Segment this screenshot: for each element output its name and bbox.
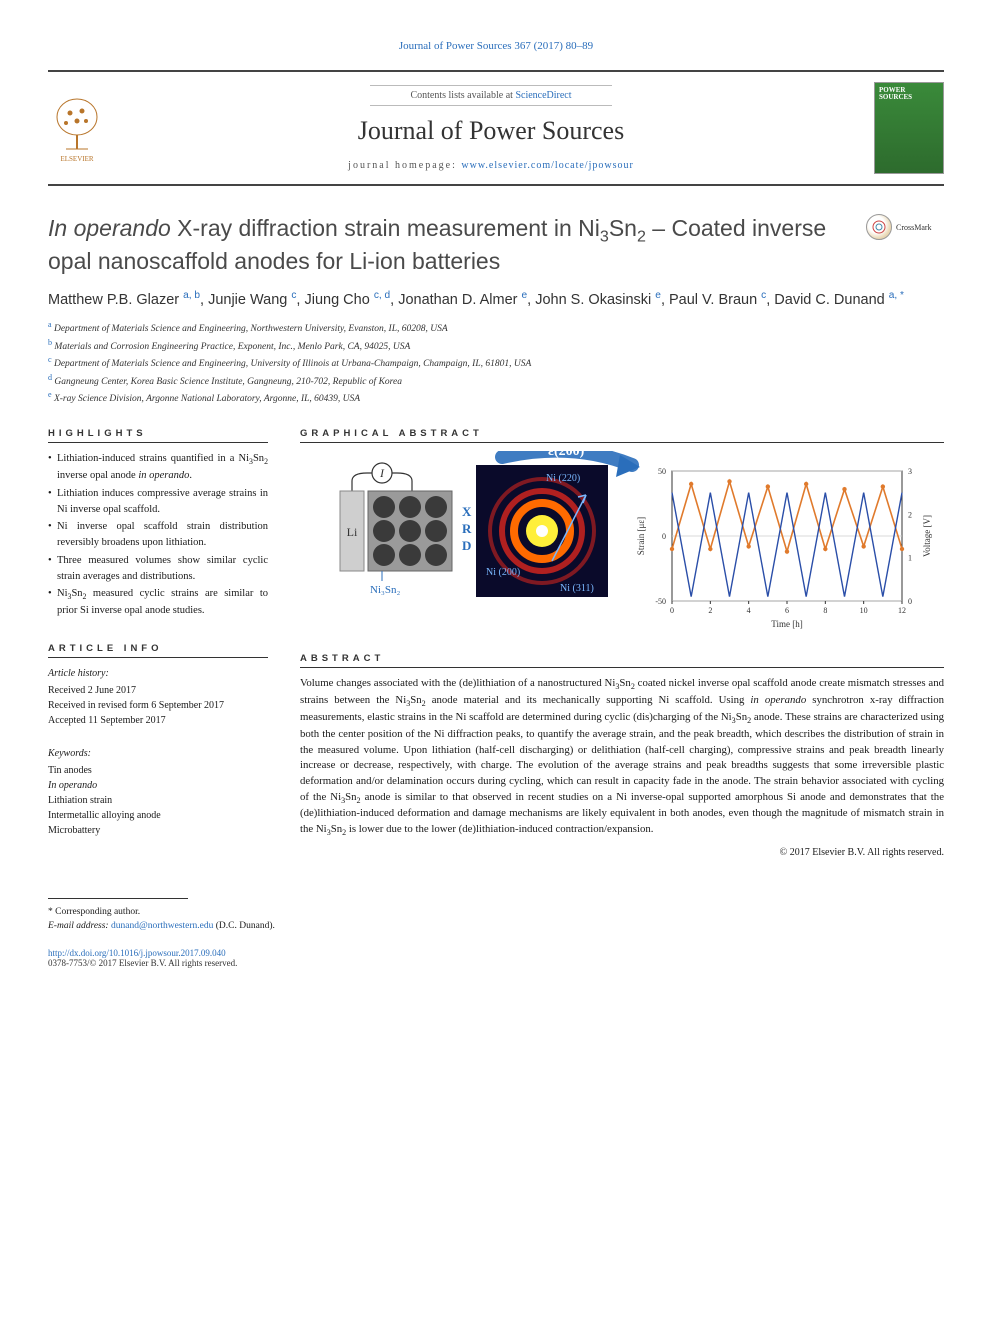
journal-header: ELSEVIER Contents lists available at Sci…: [48, 70, 944, 186]
affiliation-item: a Department of Materials Science and En…: [48, 319, 944, 336]
svg-text:I: I: [379, 466, 385, 480]
svg-text:Time [h]: Time [h]: [771, 619, 802, 629]
abstract-text: Volume changes associated with the (de)l…: [300, 676, 944, 839]
keyword-item: Tin anodes: [48, 763, 268, 778]
svg-text:Ni (200): Ni (200): [486, 567, 520, 578]
elsevier-tree-icon: ELSEVIER: [48, 93, 106, 163]
keyword-item: Intermetallic alloying anode: [48, 808, 268, 823]
svg-text:Strain [με]: Strain [με]: [636, 517, 646, 555]
svg-text:6: 6: [785, 606, 789, 615]
svg-text:X: X: [462, 504, 472, 519]
graphical-abstract: I Li Ni₃Sn₂ XRD Ni (220) Ni (200) Ni (311) ε(20…: [300, 451, 944, 631]
highlight-item: Lithiation-induced strains quantified in…: [48, 451, 268, 484]
highlights-list: Lithiation-induced strains quantified in…: [48, 451, 268, 619]
svg-text:2: 2: [908, 511, 912, 520]
citation-line: Journal of Power Sources 367 (2017) 80–8…: [48, 40, 944, 52]
keyword-item: In operando: [48, 778, 268, 793]
authors: Matthew P.B. Glazer a, b, Junjie Wang c,…: [48, 289, 944, 311]
svg-text:2: 2: [708, 606, 712, 615]
journal-homepage: journal homepage: www.elsevier.com/locat…: [126, 160, 856, 171]
abstract-heading: ABSTRACT: [300, 653, 944, 668]
svg-text:-50: -50: [655, 597, 666, 606]
article-info: Article history: Received 2 June 2017 Re…: [48, 666, 268, 728]
svg-text:R: R: [462, 521, 472, 536]
svg-text:4: 4: [747, 606, 751, 615]
svg-text:12: 12: [898, 606, 906, 615]
journal-cover-thumb: POWER SOURCES: [874, 82, 944, 174]
journal-name: Journal of Power Sources: [126, 116, 856, 146]
elsevier-logo: ELSEVIER: [48, 93, 108, 163]
crossmark-badge[interactable]: CrossMark: [866, 214, 944, 240]
svg-text:0: 0: [908, 597, 912, 606]
copyright: © 2017 Elsevier B.V. All rights reserved…: [300, 847, 944, 858]
graphical-abstract-heading: GRAPHICAL ABSTRACT: [300, 428, 944, 443]
svg-text:3: 3: [908, 467, 912, 476]
svg-text:8: 8: [823, 606, 827, 615]
svg-text:ε(200): ε(200): [548, 451, 585, 459]
keyword-item: Microbattery: [48, 823, 268, 838]
doi-block: http://dx.doi.org/10.1016/j.jpowsour.201…: [48, 948, 944, 968]
homepage-link[interactable]: www.elsevier.com/locate/jpowsour: [461, 160, 633, 171]
affiliation-item: c Department of Materials Science and En…: [48, 354, 944, 371]
highlight-item: Ni3Sn2 measured cyclic strains are simil…: [48, 586, 268, 619]
highlight-item: Lithiation induces compressive average s…: [48, 486, 268, 518]
svg-text:Ni₃Sn₂: Ni₃Sn₂: [370, 584, 400, 596]
keyword-item: Lithiation strain: [48, 793, 268, 808]
affiliations: a Department of Materials Science and En…: [48, 319, 944, 406]
svg-text:D: D: [462, 538, 471, 553]
svg-text:0: 0: [670, 606, 674, 615]
article-info-heading: ARTICLE INFO: [48, 643, 268, 658]
affiliation-item: b Materials and Corrosion Engineering Pr…: [48, 337, 944, 354]
footnote-rule: [48, 898, 188, 899]
highlights-heading: HIGHLIGHTS: [48, 428, 268, 443]
svg-text:Ni (220): Ni (220): [546, 473, 580, 484]
svg-text:ELSEVIER: ELSEVIER: [60, 155, 93, 163]
sciencedirect-link[interactable]: ScienceDirect: [515, 90, 571, 101]
highlight-item: Ni inverse opal scaffold strain distribu…: [48, 519, 268, 551]
svg-text:50: 50: [658, 467, 666, 476]
doi-link[interactable]: http://dx.doi.org/10.1016/j.jpowsour.201…: [48, 948, 226, 958]
highlight-item: Three measured volumes show similar cycl…: [48, 553, 268, 585]
affiliation-item: e X-ray Science Division, Argonne Nation…: [48, 389, 944, 406]
contents-available: Contents lists available at ScienceDirec…: [370, 85, 611, 106]
svg-text:Ni (311): Ni (311): [560, 583, 594, 594]
article-title: In operando X-ray diffraction strain mea…: [48, 214, 854, 275]
svg-text:1: 1: [908, 554, 912, 563]
corresponding-author: * Corresponding author. E-mail address: …: [48, 905, 944, 934]
svg-text:Li: Li: [347, 525, 358, 539]
svg-text:0: 0: [662, 532, 666, 541]
email-link[interactable]: dunand@northwestern.edu: [111, 921, 213, 931]
affiliation-item: d Gangneung Center, Korea Basic Science …: [48, 372, 944, 389]
svg-text:10: 10: [860, 606, 868, 615]
keywords: Keywords: Tin anodesIn operandoLithiatio…: [48, 746, 268, 838]
svg-text:Voltage [V]: Voltage [V]: [922, 515, 932, 557]
crossmark-icon: [866, 214, 892, 240]
